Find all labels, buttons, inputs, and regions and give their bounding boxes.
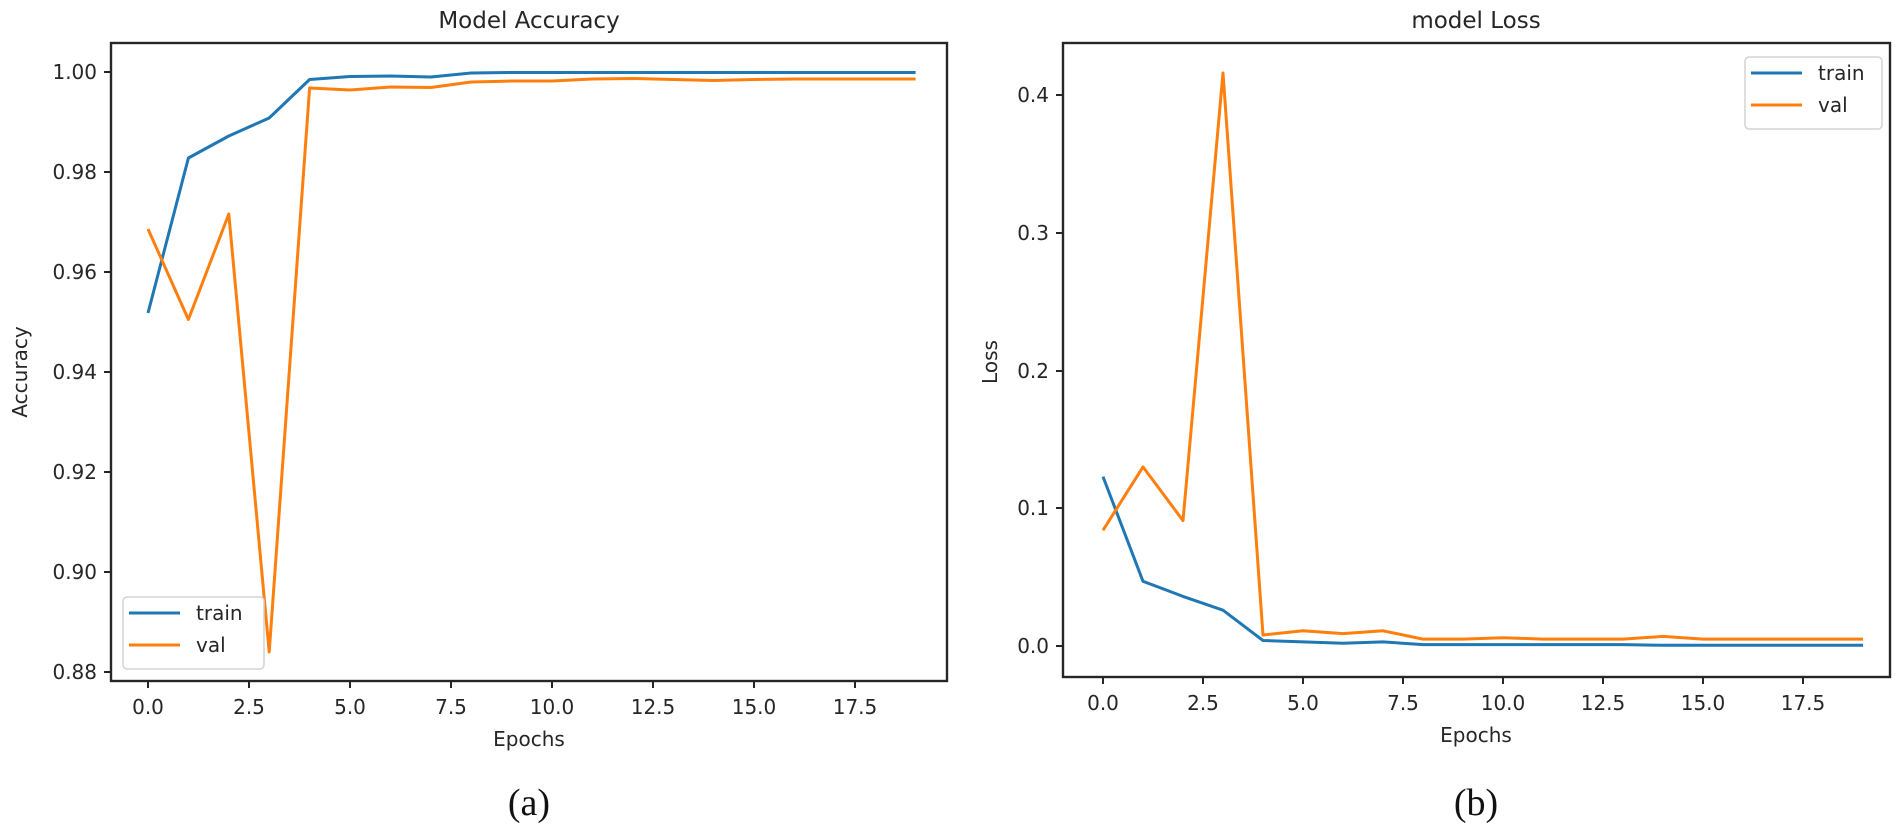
accuracy-x-axis-label: Epochs [493,727,565,751]
loss-train-line [1101,476,1863,647]
y-tick-label: 1.00 [52,60,97,84]
accuracy-legend: train val [122,596,265,670]
loss-plot-area [1101,71,1863,647]
x-tick-label: 5.0 [334,695,366,719]
x-tick-label: 10.0 [1481,691,1526,715]
x-tick-label: 2.5 [233,695,265,719]
x-tick-label: 12.5 [1581,691,1626,715]
accuracy-chart-title: Model Accuracy [438,8,619,34]
loss-chart: model Loss 0.0 0.1 0.2 0.3 0.4 Loss [978,8,1892,824]
panel-a-caption: (a) [508,782,550,824]
accuracy-x-axis: 0.0 2.5 5.0 7.5 10.0 12.5 15.0 17.5 Epoc… [132,681,877,751]
loss-val-line [1101,71,1863,641]
y-tick-label: 0.92 [52,460,97,484]
accuracy-chart: Model Accuracy 0.88 0.90 0.92 0.94 0.96 … [8,8,949,824]
loss-y-axis: 0.0 0.1 0.2 0.3 0.4 Loss [978,83,1063,658]
legend-frame [1744,56,1883,130]
y-tick-label: 0.88 [52,660,97,684]
x-tick-label: 0.0 [132,695,164,719]
loss-x-axis: 0.0 2.5 5.0 7.5 10.0 12.5 15.0 17.5 Epoc… [1087,677,1825,747]
x-tick-label: 17.5 [1781,691,1826,715]
loss-x-axis-label: Epochs [1440,723,1512,747]
x-tick-label: 12.5 [631,695,676,719]
legend-frame [122,596,265,670]
x-tick-label: 15.0 [732,695,777,719]
accuracy-val-line [146,77,916,654]
y-tick-label: 0.0 [1017,634,1049,658]
y-tick-label: 0.94 [52,360,97,384]
legend-train-label: train [196,601,243,625]
x-tick-label: 0.0 [1087,691,1119,715]
x-tick-label: 17.5 [833,695,878,719]
y-tick-label: 0.98 [52,160,97,184]
y-tick-label: 0.3 [1017,221,1049,245]
legend-val-label: val [1818,93,1848,117]
accuracy-axes-frame [109,41,949,683]
x-tick-label: 5.0 [1287,691,1319,715]
y-tick-label: 0.4 [1017,83,1049,107]
y-tick-label: 0.2 [1017,359,1049,383]
accuracy-y-axis-label: Accuracy [8,326,32,417]
loss-chart-title: model Loss [1411,8,1540,34]
y-tick-label: 0.1 [1017,496,1049,520]
x-tick-label: 15.0 [1681,691,1726,715]
y-tick-label: 0.90 [52,560,97,584]
x-tick-label: 7.5 [435,695,467,719]
accuracy-train-line [146,71,916,314]
x-tick-label: 2.5 [1187,691,1219,715]
y-tick-label: 0.96 [52,260,97,284]
accuracy-plot-area [146,71,916,654]
loss-axes-frame [1061,41,1892,679]
accuracy-y-axis: 0.88 0.90 0.92 0.94 0.96 0.98 1.00 Accur… [8,60,111,684]
x-tick-label: 7.5 [1387,691,1419,715]
loss-y-axis-label: Loss [978,340,1002,384]
legend-val-label: val [196,633,226,657]
panel-b-caption: (b) [1454,782,1498,824]
loss-legend: train val [1744,56,1883,130]
x-tick-label: 10.0 [530,695,575,719]
legend-train-label: train [1818,61,1865,85]
